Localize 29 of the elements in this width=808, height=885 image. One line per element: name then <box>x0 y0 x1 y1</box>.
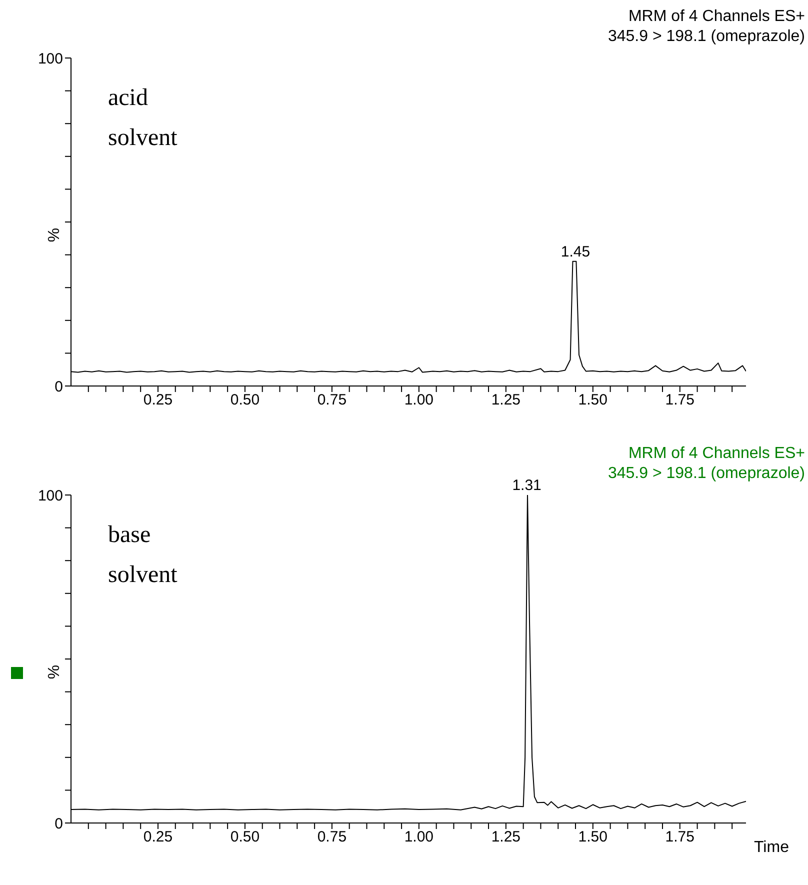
x-tick-label: 1.25 <box>491 828 521 846</box>
x-tick-label: 1.75 <box>665 828 694 846</box>
x-tick-label: 0.25 <box>143 392 173 409</box>
x-tick-label: 1.50 <box>578 828 608 846</box>
y-tick-label: 100 <box>38 50 63 68</box>
chart-title: MRM of 4 Channels ES+ <box>628 445 805 463</box>
x-tick-label: 0.50 <box>230 392 260 409</box>
x-tick-label: 1.50 <box>578 392 608 409</box>
annotation: 1.45 <box>560 243 590 260</box>
y-axis-title: % <box>46 228 64 242</box>
x-tick-label: 0.75 <box>317 828 347 846</box>
x-tick-label: 1.75 <box>665 392 694 409</box>
x-axis-title: Time <box>754 839 789 857</box>
x-tick-label: 1.00 <box>404 828 434 846</box>
annotation: 1.31 <box>512 477 542 494</box>
x-tick-label: 1.25 <box>491 392 521 409</box>
chart-title: MRM of 4 Channels ES+ <box>628 8 805 26</box>
x-tick-label: 1.00 <box>404 392 434 409</box>
y-axis-title: % <box>46 664 64 680</box>
x-tick-label: 0.25 <box>143 828 173 846</box>
y-tick-label: 0 <box>54 815 63 832</box>
x-tick-label: 0.75 <box>317 392 347 409</box>
y-tick-label: 0 <box>54 378 63 396</box>
x-tick-label: 0.50 <box>230 828 260 846</box>
chart-subtitle: 345.9 > 198.1 (omeprazole) <box>608 28 805 46</box>
annotation: acid solvent <box>108 84 178 153</box>
y-tick-label: 100 <box>38 487 63 504</box>
annotation: base solvent <box>108 521 178 590</box>
chart-subtitle: 345.9 > 198.1 (omeprazole) <box>608 465 805 483</box>
